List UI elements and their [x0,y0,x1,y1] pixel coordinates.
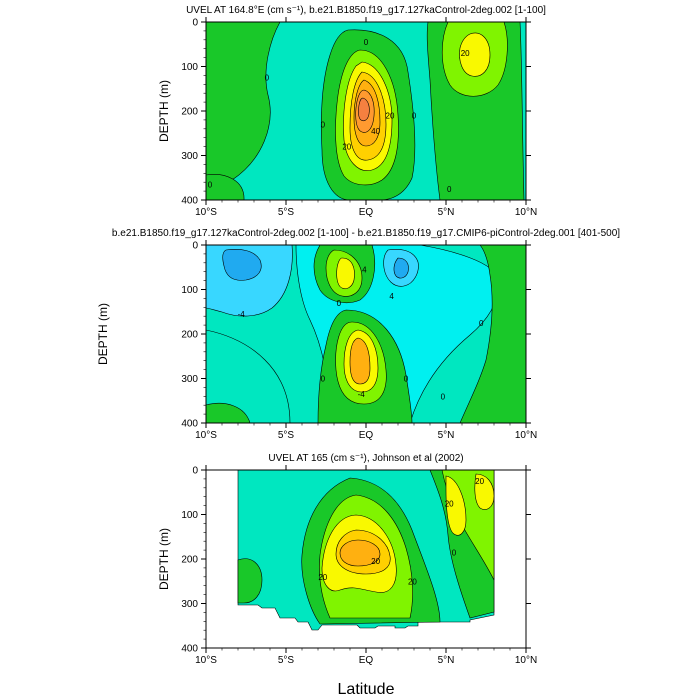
y-tick-label: 200 [181,330,198,341]
y-tick-label: 300 [181,151,198,162]
contour-label: 0 [208,180,213,189]
panel-2-title: b.e21.B1850.f19_g17.127kaControl-2deg.00… [112,228,620,239]
x-tick-label: 10°S [195,655,217,666]
y-tick-label: 200 [181,555,198,566]
contour-label: 0 [337,299,342,308]
y-tick-label: 200 [181,107,198,118]
panel-2-level-8-upper-jet [336,257,355,290]
contour-label: 20 [445,499,454,508]
y-tick-label: 300 [181,374,198,385]
panel-3: UVEL AT 165 (cm s⁻¹), Johnson et al (200… [157,453,537,666]
panel-1-level-60-jet [358,97,370,122]
x-tick-label: EQ [359,430,374,441]
panel-3-contour-labels: 20 20 0 20 20 20 [318,477,484,586]
y-tick-label: 400 [181,419,198,430]
panel-1-field [206,22,526,200]
y-tick-label: 100 [181,510,198,521]
y-tick-label: 400 [181,644,198,655]
panel-2-contour-labels: 4 4 0 -4 0 -4 0 0 0 [238,265,484,401]
contour-label: 20 [386,111,395,120]
x-tick-label: 5°N [438,430,455,441]
contour-label: 0 [452,548,457,557]
panel-1-contour-labels: 0 0 0 0 0 0 20 20 40 20 [208,38,470,194]
contour-label: 20 [342,143,351,152]
contour-label: 0 [364,38,369,47]
panel-2-level-0-southwest-corner [206,403,251,423]
contour-label: 20 [461,49,470,58]
panel-2-level-minus-8-east [393,257,409,279]
contour-label: 0 [404,375,409,384]
contour-label: 0 [447,185,452,194]
figure-xlabel: Latitude [338,681,395,698]
panel-1-level-30-north [459,32,491,77]
panel-3-level-0-west-patch [237,558,263,604]
panel-1: UVEL AT 164.8°E (cm s⁻¹), b.e21.B1850.f1… [157,5,546,218]
panel-2-level-minus-8-west [222,249,262,281]
contour-label: 4 [362,265,367,274]
contour-label: 4 [389,292,394,301]
y-tick-label: 0 [192,18,198,29]
y-tick-label: 400 [181,196,198,207]
panel-2-field [206,245,526,423]
contour-label: 20 [318,573,327,582]
contour-label: -4 [238,310,246,319]
panel-2-level-10-lower-jet [349,337,371,385]
contour-label: 0 [321,120,326,129]
contour-label: 20 [371,557,380,566]
x-tick-label: 5°S [278,655,295,666]
contour-label: 20 [475,477,484,486]
x-tick-label: 5°N [438,655,455,666]
x-tick-label: EQ [359,655,374,666]
panel-1-title: UVEL AT 164.8°E (cm s⁻¹), b.e21.B1850.f1… [186,5,546,16]
x-tick-label: EQ [359,207,374,218]
x-tick-label: 5°N [438,207,455,218]
y-tick-label: 0 [192,241,198,252]
x-tick-label: 10°N [515,207,537,218]
contour-label: 0 [321,375,326,384]
y-tick-label: 100 [181,62,198,73]
x-tick-label: 5°S [278,430,295,441]
panel-3-level-40-jet [339,539,381,567]
contour-label: 20 [408,577,417,586]
panel-3-field [237,470,495,631]
contour-label: 0 [441,392,446,401]
x-tick-label: 10°N [515,655,537,666]
contour-label: 40 [371,127,380,136]
contour-label: 0 [265,74,270,83]
panel-2: b.e21.B1850.f19_g17.127kaControl-2deg.00… [96,228,620,441]
y-tick-label: 0 [192,466,198,477]
x-tick-label: 10°N [515,430,537,441]
panel-2-ylabel: DEPTH (m) [96,303,110,365]
contour-label: 0 [412,111,417,120]
x-tick-label: 10°S [195,207,217,218]
x-tick-label: 5°S [278,207,295,218]
y-tick-label: 100 [181,285,198,296]
contour-label: 0 [479,319,484,328]
panel-3-level-20-north [445,475,467,536]
panel-3-title: UVEL AT 165 (cm s⁻¹), Johnson et al (200… [268,453,463,464]
panel-1-ylabel: DEPTH (m) [157,80,171,142]
panel-2-level-0-east-band [459,245,526,423]
x-tick-label: 10°S [195,430,217,441]
panel-3-ylabel: DEPTH (m) [157,528,171,590]
contour-label: -4 [358,390,366,399]
y-tick-label: 300 [181,599,198,610]
panel-1-level-0-southwest-patch [206,174,245,200]
panel-3-level-20-northeast [474,473,495,510]
